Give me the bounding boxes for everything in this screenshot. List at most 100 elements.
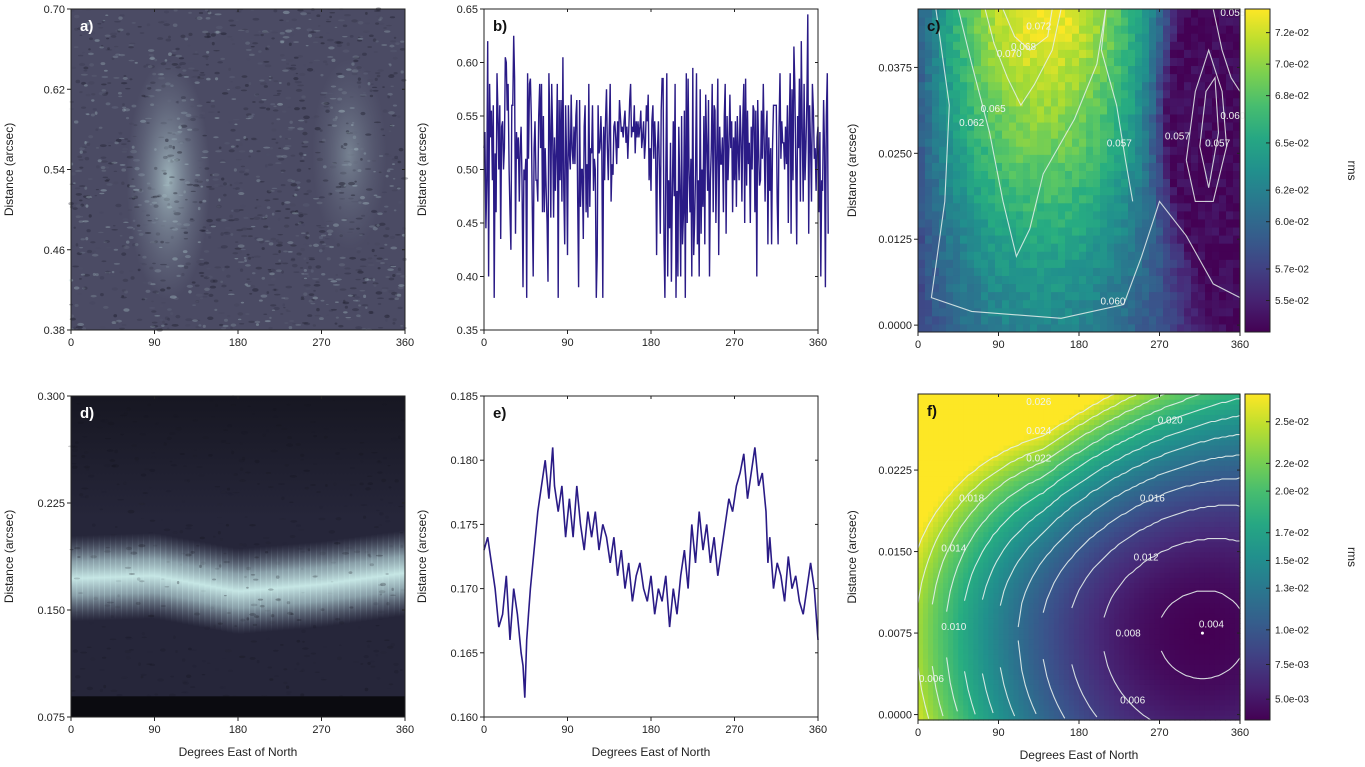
heatmap-texture-cell xyxy=(220,218,227,222)
heatmap-cell xyxy=(1149,25,1157,34)
heatmap-texture-cell xyxy=(128,572,135,575)
heatmap-cell xyxy=(1065,41,1073,50)
heatmap-cell xyxy=(932,17,940,26)
heatmap-texture-cell xyxy=(213,624,217,628)
heatmap-cell xyxy=(932,210,940,220)
heatmap-texture-cell xyxy=(217,61,223,64)
heatmap-cell xyxy=(953,419,959,426)
heatmap-texture-cell xyxy=(72,448,78,452)
heatmap-cell xyxy=(938,699,944,706)
heatmap-texture-cell xyxy=(227,315,231,317)
panel-d-band-segment xyxy=(137,533,144,620)
heatmap-texture-cell xyxy=(395,234,401,236)
heatmap-cell xyxy=(1177,259,1185,268)
heatmap-texture-cell xyxy=(369,563,374,567)
heatmap-cell xyxy=(938,526,944,533)
heatmap-texture-cell xyxy=(192,419,198,422)
heatmap-cell xyxy=(933,516,939,522)
heatmap-cell xyxy=(918,516,924,522)
heatmap-texture-cell xyxy=(105,91,109,95)
heatmap-cell xyxy=(995,315,1003,325)
heatmap-cell xyxy=(943,485,949,492)
heatmap-texture-cell xyxy=(113,170,118,173)
heatmap-texture-cell xyxy=(238,251,242,254)
heatmap-cell xyxy=(953,470,959,477)
heatmap-texture-cell xyxy=(226,612,232,614)
panel-e: e) Distance (arcsec) Degrees East of Nor… xyxy=(415,391,827,759)
heatmap-cell xyxy=(1030,299,1038,309)
heatmap-cell xyxy=(968,663,974,670)
heatmap-cell xyxy=(1149,235,1157,244)
heatmap-cell xyxy=(938,475,944,482)
heatmap-texture-cell xyxy=(120,82,128,85)
heatmap-texture-cell xyxy=(319,240,325,244)
heatmap-cell xyxy=(932,267,940,276)
heatmap-texture-cell xyxy=(279,19,284,22)
heatmap-cell xyxy=(960,73,968,83)
heatmap-cell xyxy=(1009,81,1017,91)
heatmap-cell xyxy=(974,73,982,83)
heatmap-cell xyxy=(928,658,934,665)
heatmap-cell xyxy=(1114,73,1122,83)
heatmap-cell xyxy=(933,607,939,614)
heatmap-texture-cell xyxy=(132,135,137,138)
heatmap-cell xyxy=(1233,251,1241,260)
heatmap-cell xyxy=(1149,130,1157,139)
heatmap-cell xyxy=(968,669,974,675)
heatmap-texture-cell xyxy=(144,205,148,208)
heatmap-cell xyxy=(943,521,949,528)
heatmap-texture-cell xyxy=(181,658,186,662)
heatmap-cell xyxy=(968,460,974,466)
heatmap-cell xyxy=(1156,202,1164,212)
heatmap-texture-cell xyxy=(285,685,290,689)
heatmap-texture-cell xyxy=(293,668,297,671)
heatmap-texture-cell xyxy=(92,108,97,111)
heatmap-cell xyxy=(923,409,929,415)
heatmap-cell xyxy=(1044,251,1052,260)
heatmap-texture-cell xyxy=(336,656,342,661)
heatmap-cell xyxy=(1212,210,1220,220)
heatmap-cell xyxy=(1023,41,1031,50)
heatmap-cell xyxy=(948,679,954,685)
heatmap-cell xyxy=(967,243,975,252)
heatmap-cell xyxy=(923,674,929,680)
heatmap-cell xyxy=(1219,113,1227,123)
heatmap-cell xyxy=(1072,57,1080,67)
heatmap-cell xyxy=(1142,17,1150,26)
heatmap-texture-cell xyxy=(354,147,359,151)
heatmap-cell xyxy=(1205,323,1213,333)
heatmap-texture-cell xyxy=(320,608,325,612)
heatmap-texture-cell xyxy=(67,445,76,448)
heatmap-cell xyxy=(1002,178,1010,188)
heatmap-texture-cell xyxy=(278,157,285,161)
heatmap-texture-cell xyxy=(150,325,156,328)
heatmap-texture-cell xyxy=(358,452,364,456)
heatmap-cell xyxy=(1037,170,1045,180)
heatmap-cell xyxy=(1100,41,1108,50)
heatmap-texture-cell xyxy=(328,192,332,196)
heatmap-cell xyxy=(963,704,969,711)
heatmap-cell xyxy=(1184,259,1192,268)
heatmap-cell xyxy=(967,299,975,309)
heatmap-cell xyxy=(1002,33,1010,42)
heatmap-texture-cell xyxy=(181,272,185,277)
heatmap-texture-cell xyxy=(87,249,92,253)
panel-c-colorbar xyxy=(1245,9,1270,332)
heatmap-cell xyxy=(1002,307,1010,317)
heatmap-texture-cell xyxy=(300,551,306,553)
heatmap-texture-cell xyxy=(92,272,96,277)
heatmap-cell xyxy=(1037,243,1045,252)
heatmap-cell xyxy=(1212,33,1220,42)
heatmap-texture-cell xyxy=(348,228,355,230)
heatmap-cell xyxy=(988,235,996,244)
heatmap-cell xyxy=(1030,283,1038,293)
heatmap-texture-cell xyxy=(314,36,322,39)
heatmap-cell xyxy=(967,323,975,333)
heatmap-cell xyxy=(923,694,929,701)
heatmap-cell xyxy=(978,663,985,670)
heatmap-texture-cell xyxy=(334,26,338,29)
heatmap-texture-cell xyxy=(305,288,311,290)
heatmap-texture-cell xyxy=(162,184,170,187)
heatmap-cell xyxy=(923,434,929,441)
